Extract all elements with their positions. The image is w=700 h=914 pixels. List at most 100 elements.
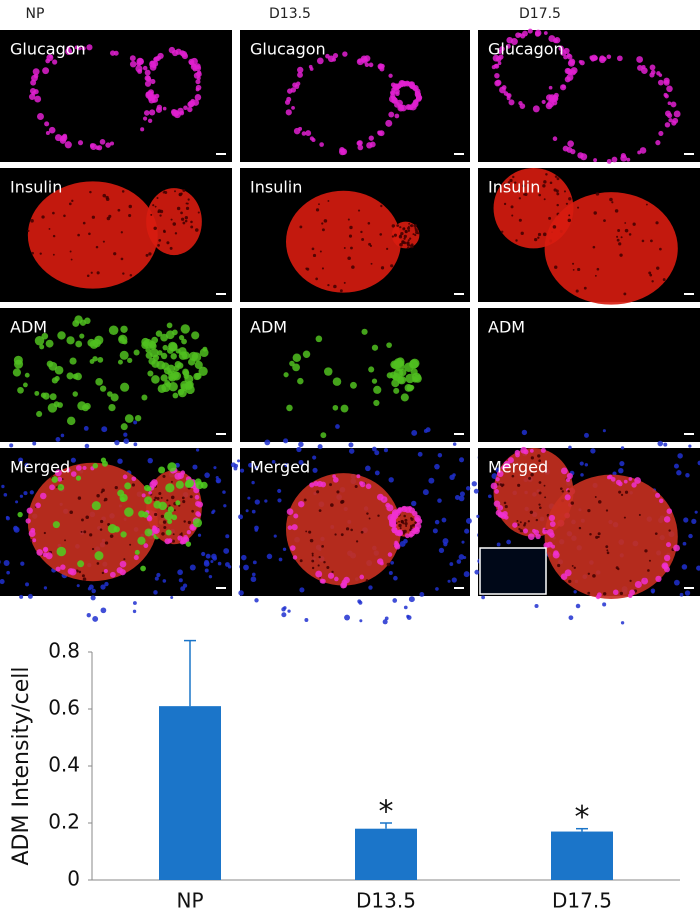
cell <box>36 113 44 121</box>
cell <box>168 382 178 392</box>
cell <box>398 523 402 528</box>
cell <box>68 202 72 206</box>
cell <box>503 501 507 505</box>
cell <box>518 527 521 531</box>
cell <box>612 589 619 596</box>
cell <box>434 519 440 525</box>
cell <box>190 63 197 71</box>
cell <box>70 457 76 463</box>
cell <box>129 55 136 62</box>
cell <box>77 233 80 237</box>
cell <box>171 539 176 543</box>
cell <box>494 63 500 69</box>
cell <box>590 448 596 454</box>
cell <box>357 144 364 151</box>
cell <box>501 85 507 90</box>
cell <box>159 214 162 217</box>
cell <box>549 181 553 185</box>
cell <box>506 93 510 97</box>
cell <box>554 265 558 269</box>
micrograph: Glucagon <box>240 30 470 162</box>
cell <box>655 140 661 146</box>
cell <box>104 581 109 587</box>
cell <box>158 466 166 474</box>
cell <box>105 195 109 200</box>
cell <box>403 234 407 239</box>
cell <box>99 528 103 531</box>
cell <box>530 472 534 477</box>
cell <box>144 80 152 87</box>
cell <box>398 520 400 523</box>
cell <box>556 192 560 196</box>
cell <box>3 560 10 566</box>
cell <box>398 235 403 239</box>
cell <box>456 559 462 564</box>
cell <box>156 197 159 200</box>
cell <box>154 205 157 208</box>
cell <box>458 495 465 502</box>
cell <box>222 490 226 494</box>
micrograph: Merged <box>432 429 700 625</box>
cell <box>551 100 558 106</box>
column-header: NP <box>26 6 45 22</box>
cell <box>291 106 295 110</box>
cell <box>286 508 294 516</box>
cell <box>399 242 403 247</box>
cell <box>147 457 153 464</box>
cell <box>154 576 159 581</box>
cell <box>474 569 480 575</box>
cell <box>243 564 249 571</box>
cell <box>153 226 157 231</box>
cell <box>213 466 217 470</box>
cell <box>564 76 571 83</box>
panel-label: Merged <box>10 458 70 477</box>
cell <box>504 504 508 509</box>
cell <box>19 594 24 599</box>
bar-chart: ADM Intensity/cell 0 0.2 0.4 0.6 0.8 NP D13.5 *… <box>9 639 680 913</box>
cell <box>409 237 412 240</box>
cell <box>673 110 681 118</box>
cell <box>620 154 628 162</box>
cell <box>91 588 96 594</box>
cell <box>612 471 617 476</box>
cell <box>368 62 374 68</box>
cell <box>568 214 571 217</box>
cell <box>77 140 84 146</box>
cell <box>548 35 556 43</box>
cell <box>490 482 498 490</box>
cell <box>91 547 95 551</box>
cell <box>160 352 168 360</box>
cell <box>6 570 10 575</box>
cell <box>127 357 133 364</box>
cell <box>348 448 355 454</box>
cell <box>507 181 511 184</box>
cell <box>655 221 659 225</box>
cell <box>671 120 677 126</box>
cell <box>624 490 629 494</box>
cell <box>334 576 339 582</box>
cell <box>563 190 567 193</box>
cell <box>412 523 416 527</box>
cell <box>538 481 542 484</box>
cell <box>606 54 612 59</box>
cell <box>496 542 501 547</box>
cell <box>399 226 402 229</box>
cell <box>655 575 662 583</box>
cell <box>385 502 391 508</box>
cell <box>318 555 321 559</box>
cell <box>620 446 625 450</box>
cell <box>391 224 396 228</box>
cell <box>476 514 480 518</box>
cell <box>572 262 575 265</box>
cell <box>471 481 477 487</box>
cell <box>156 572 161 578</box>
bar <box>159 706 221 880</box>
cell <box>366 512 369 515</box>
cell <box>202 346 208 352</box>
cell <box>473 488 479 494</box>
cell <box>80 530 83 533</box>
cell <box>542 232 547 237</box>
islet <box>27 462 158 582</box>
cell <box>412 233 415 236</box>
cell <box>148 252 152 256</box>
